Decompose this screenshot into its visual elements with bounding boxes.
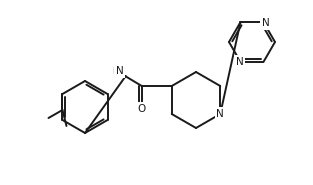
Text: N: N <box>262 18 269 28</box>
Text: N: N <box>216 109 224 119</box>
Text: O: O <box>138 104 146 114</box>
Text: N: N <box>116 66 124 76</box>
Text: H: H <box>112 66 119 75</box>
Text: N: N <box>236 57 244 67</box>
